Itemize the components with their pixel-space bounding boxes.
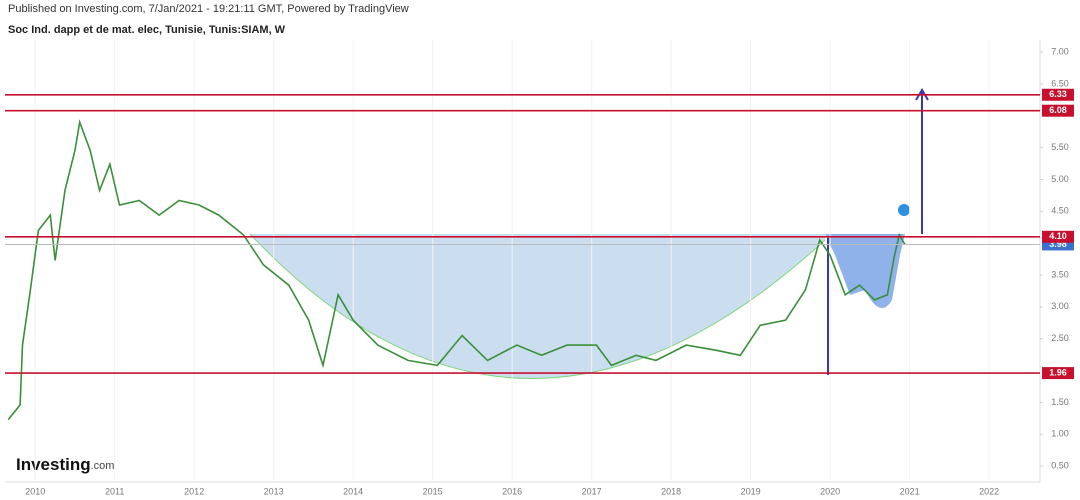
- y-tick-label: 6.50: [1051, 78, 1069, 88]
- x-tick-label: 2015: [423, 486, 443, 496]
- price-box: [1042, 230, 1074, 243]
- arrow-head: [915, 88, 929, 101]
- x-tick-label: 2016: [502, 486, 522, 496]
- y-tick-label: 1.50: [1051, 397, 1069, 407]
- price-box: [1042, 104, 1074, 117]
- price-label: 4.10: [1049, 231, 1067, 241]
- cup-area: [250, 234, 825, 379]
- y-tick-label: 0.50: [1051, 460, 1069, 470]
- price-label: 6.33: [1049, 89, 1067, 99]
- y-tick-label: 7.00: [1051, 46, 1069, 56]
- y-tick-label: 3.50: [1051, 269, 1069, 279]
- x-tick-label: 2012: [184, 486, 204, 496]
- y-tick-label: 3.00: [1051, 301, 1069, 311]
- price-box: [1042, 367, 1074, 380]
- x-tick-label: 2013: [264, 486, 284, 496]
- x-tick-label: 2021: [900, 486, 920, 496]
- y-tick-label: 2.50: [1051, 333, 1069, 343]
- y-tick-label: 5.00: [1051, 174, 1069, 184]
- cup-curve: [249, 233, 826, 379]
- price-label: 1.96: [1049, 367, 1067, 377]
- header: Published on Investing.com, 7/Jan/2021 -…: [8, 3, 409, 15]
- chart-title: Soc Ind. dapp et de mat. elec, Tunisie, …: [8, 24, 286, 36]
- x-tick-label: 2010: [25, 486, 45, 496]
- price-line: [7, 119, 906, 421]
- logo: Investing.com: [16, 455, 114, 474]
- price-label: 3.98: [1049, 239, 1067, 249]
- pattern-icon: [898, 204, 910, 216]
- price-box: [1042, 88, 1074, 101]
- x-tick-label: 2019: [741, 486, 761, 496]
- x-tick-label: 2017: [582, 486, 602, 496]
- y-tick-label: 4.50: [1051, 206, 1069, 216]
- price-label: 6.08: [1049, 105, 1067, 115]
- y-tick-label: 5.50: [1051, 142, 1069, 152]
- x-tick-label: 2014: [343, 486, 363, 496]
- x-tick-label: 2020: [820, 486, 840, 496]
- x-tick-label: 2011: [105, 486, 124, 496]
- x-tick-label: 2022: [979, 486, 999, 496]
- y-tick-label: 1.00: [1051, 429, 1069, 439]
- handle-area: [825, 234, 905, 308]
- logo-text: Investing.com: [16, 455, 114, 474]
- x-tick-label: 2018: [661, 486, 681, 496]
